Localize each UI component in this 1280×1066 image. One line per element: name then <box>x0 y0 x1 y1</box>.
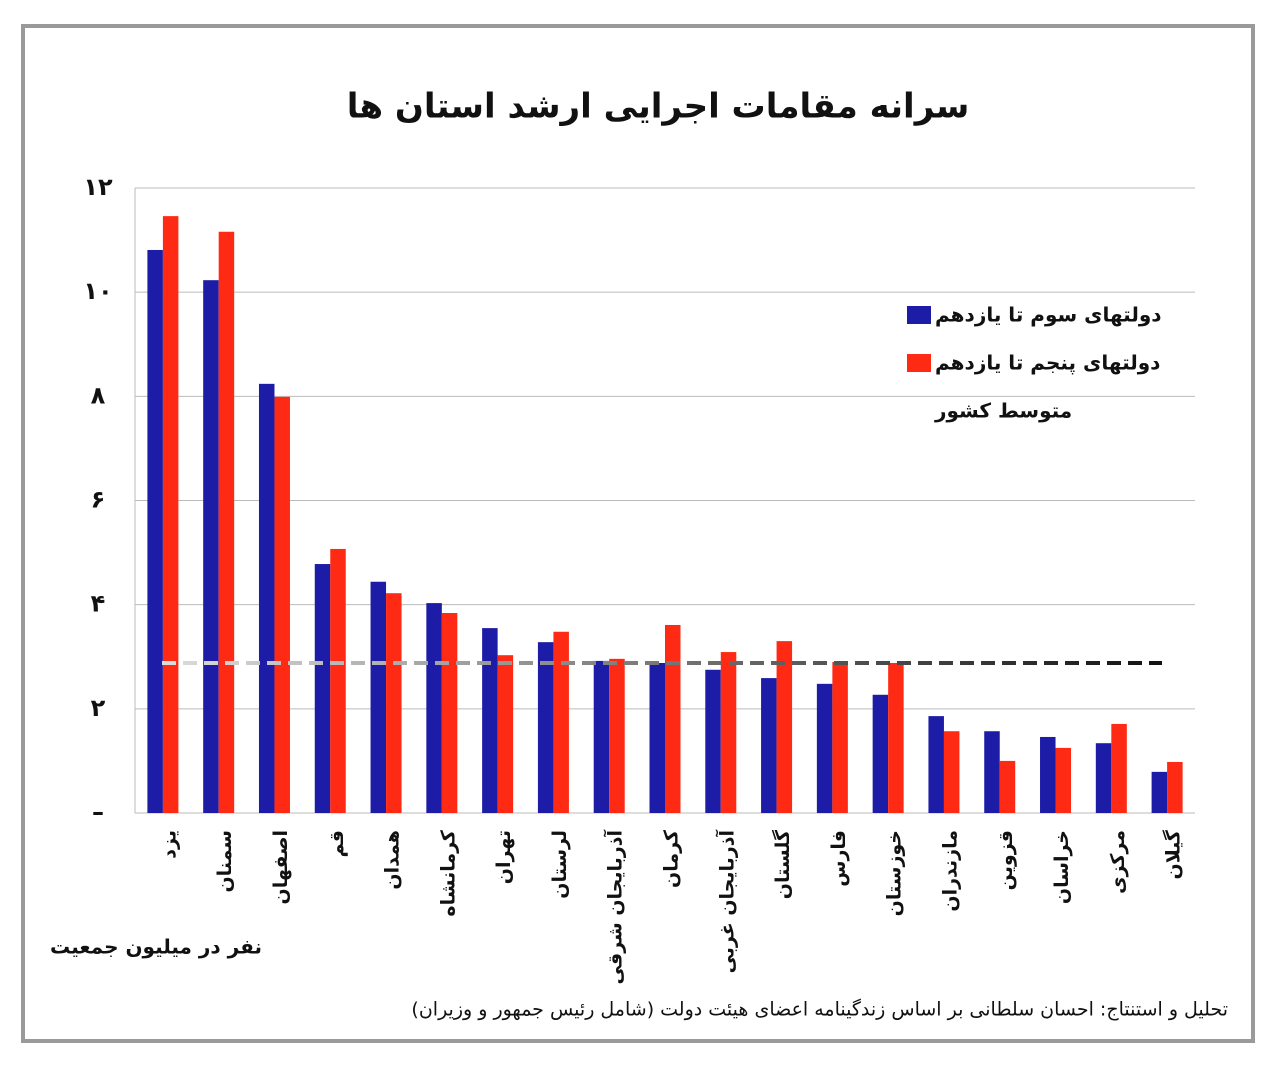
legend-label: متوسط کشور <box>934 399 1072 423</box>
x-tick-label: سمنان <box>214 830 236 893</box>
y-tick-label: ۱۲ <box>83 173 113 201</box>
bar <box>386 593 402 813</box>
bar <box>928 716 944 813</box>
x-tick-label: آذربایجان غربی <box>714 830 738 974</box>
legend-label: دولتهای پنجم تا یازدهم <box>935 351 1160 376</box>
bar <box>609 658 625 813</box>
frame <box>21 24 1255 1043</box>
legend-label: دولتهای سوم تا یازدهم <box>935 303 1162 327</box>
x-tick-label: خوزستان <box>884 830 906 916</box>
x-tick-label: اصفهان <box>270 830 292 904</box>
bar <box>665 624 681 813</box>
bar <box>888 663 904 813</box>
bar <box>1151 771 1168 813</box>
x-tick-label: گلستان <box>771 829 794 899</box>
x-tick-label: قم <box>326 830 348 857</box>
legend-swatch <box>907 306 931 324</box>
bar <box>482 628 498 813</box>
y-tick-label: ۱۰ <box>83 277 112 305</box>
bar <box>1095 743 1112 813</box>
y-tick-label: ۲ <box>91 694 106 722</box>
y-tick-label: ۸ <box>91 381 106 409</box>
bar <box>1111 723 1127 813</box>
x-tick-label: فارس <box>828 830 850 887</box>
x-tick-label: کرمانشاه <box>437 829 459 917</box>
x-tick-label: مرکزی <box>1107 830 1129 894</box>
legend-swatch <box>907 354 931 372</box>
x-tick-label: تهران <box>493 830 515 884</box>
bar <box>984 731 1000 813</box>
bar <box>162 216 179 813</box>
y-axis-label: نفر در میلیون جمعیت <box>50 935 262 959</box>
bar <box>497 655 514 813</box>
bar <box>999 760 1016 813</box>
bar <box>314 564 331 813</box>
x-tick-label: همدان <box>382 830 404 890</box>
y-tick-label: ۴ <box>91 590 106 618</box>
bar <box>872 694 889 813</box>
chart-title: سرانه مقامات اجرایی ارشد استان ها <box>347 87 970 127</box>
bar <box>426 603 442 813</box>
x-tick-label: یزد <box>158 830 180 859</box>
source-note: تحلیل و استنتاج: احسان سلطانی بر اساس زن… <box>411 998 1228 1021</box>
x-tick-label: خراسان <box>1051 830 1073 904</box>
bar <box>943 731 960 813</box>
bar <box>203 280 219 813</box>
bar <box>1040 736 1056 813</box>
y-tick-label: – <box>92 798 104 826</box>
bar <box>441 613 458 813</box>
bar <box>537 642 554 813</box>
bar <box>147 249 163 813</box>
bar <box>370 581 387 813</box>
bar <box>776 641 793 813</box>
bar <box>649 663 665 813</box>
bar <box>705 669 721 813</box>
bar <box>1055 747 1072 813</box>
bar <box>816 683 833 813</box>
x-tick-label: گیلان <box>1162 829 1185 879</box>
bar <box>330 548 346 813</box>
bar <box>1167 761 1183 813</box>
x-tick-label: لرستان <box>549 830 571 899</box>
y-tick-label: ۶ <box>91 486 106 514</box>
bar <box>218 231 235 813</box>
bar <box>258 383 275 813</box>
bar <box>553 631 569 813</box>
x-tick-label: کرمان <box>661 829 683 888</box>
bar <box>593 660 610 813</box>
bar <box>720 652 737 813</box>
bar <box>761 678 777 813</box>
x-tick-label: آذربایجان شرقی <box>603 830 627 985</box>
x-tick-label: قزوین <box>995 830 1017 890</box>
bar <box>832 661 848 813</box>
x-tick-label: مازندران <box>939 830 961 912</box>
bar <box>274 396 290 813</box>
